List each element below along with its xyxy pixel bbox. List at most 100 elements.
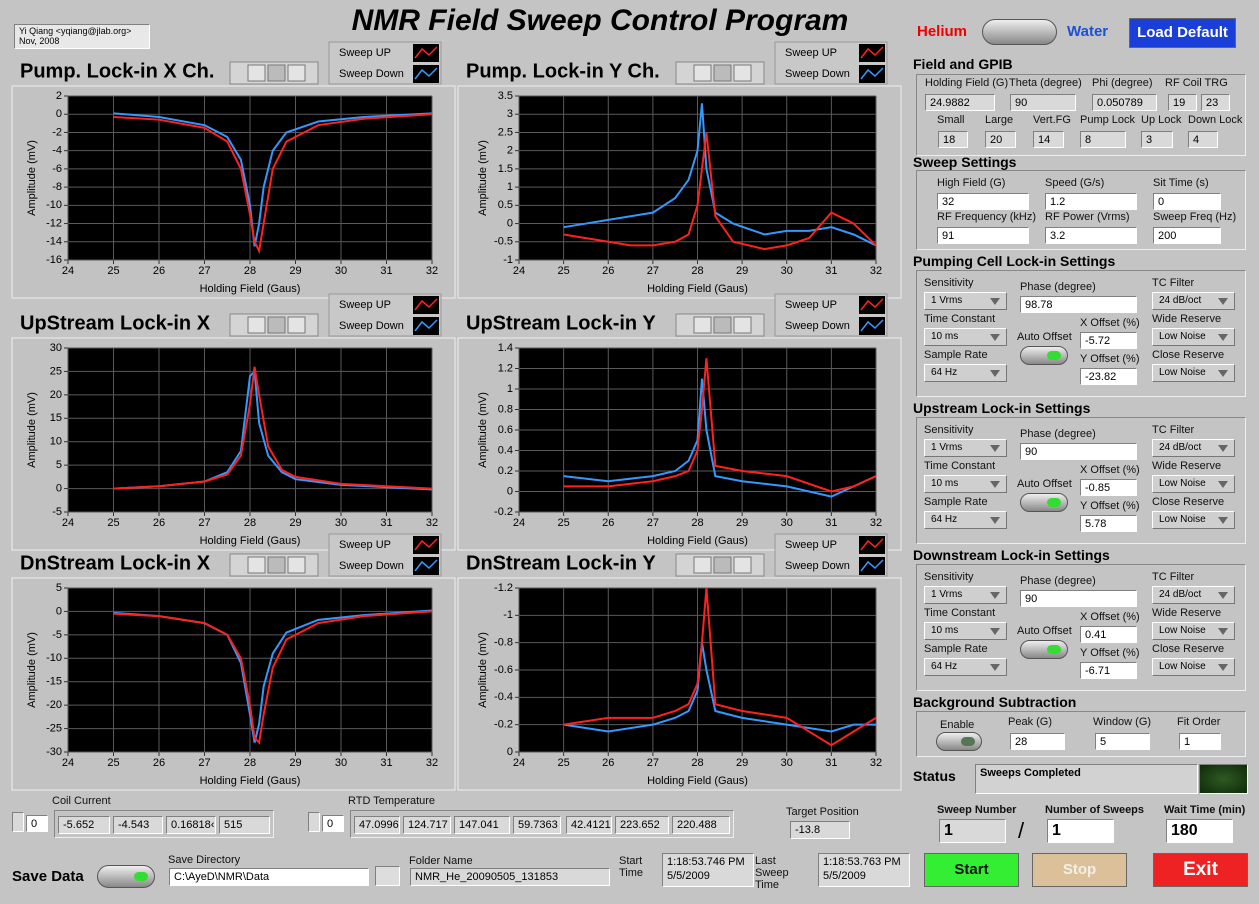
dropdown[interactable]: 1 Vrms (924, 439, 1007, 457)
enable-toggle[interactable] (936, 732, 982, 751)
y-tick-label: 3.5 (498, 90, 513, 102)
field-control[interactable]: 90 (1020, 590, 1137, 607)
legend-label: Sweep Down (339, 320, 404, 332)
field-label: Phase (degree) (1020, 575, 1096, 587)
x-tick-label: 31 (380, 265, 392, 277)
field-control[interactable]: -5.72 (1080, 332, 1137, 349)
y-tick-label: -6 (52, 163, 62, 175)
mode-switch[interactable] (982, 19, 1057, 45)
field-control[interactable]: 3.2 (1045, 227, 1137, 244)
button-2[interactable]: Exit (1153, 853, 1248, 887)
dropdown[interactable]: 24 dB/oct (1152, 586, 1235, 604)
save-toggle[interactable] (97, 865, 155, 888)
dropdown[interactable]: 64 Hz (924, 364, 1007, 382)
field-control[interactable]: 1.2 (1045, 193, 1137, 210)
dropdown[interactable]: 10 ms (924, 328, 1007, 346)
dropdown[interactable]: 1 Vrms (924, 292, 1007, 310)
series-line (563, 587, 877, 747)
index-spinner[interactable] (12, 812, 24, 832)
field-control[interactable]: -0.85 (1080, 479, 1137, 496)
field-control[interactable]: 5.78 (1080, 515, 1137, 532)
x-tick-label: 31 (825, 757, 837, 769)
dropdown[interactable]: 64 Hz (924, 658, 1007, 676)
field-label: Sit Time (s) (1153, 177, 1209, 189)
counter-value[interactable]: 180 (1166, 819, 1233, 843)
auto-offset-toggle[interactable] (1020, 493, 1068, 512)
auto-offset-toggle[interactable] (1020, 640, 1068, 659)
auto-offset-toggle[interactable] (1020, 346, 1068, 365)
tool-button (267, 316, 286, 334)
graph-title: Pump. Lock-in Y Ch. (466, 60, 660, 82)
array-value: 147.041 (454, 816, 510, 834)
legend-label: Sweep Down (785, 68, 850, 80)
save-directory[interactable]: C:\AyeD\NMR\Data (169, 868, 369, 886)
field-label: TC Filter (1152, 571, 1195, 583)
y-tick-label: 1.4 (498, 342, 513, 354)
dropdown[interactable]: 10 ms (924, 622, 1007, 640)
counter-value[interactable]: 1 (1047, 819, 1114, 843)
dropdown[interactable]: Low Noise (1152, 475, 1235, 493)
dropdown[interactable]: 10 ms (924, 475, 1007, 493)
y-tick-label: 0.4 (498, 444, 513, 456)
dropdown[interactable]: Low Noise (1152, 364, 1235, 382)
array-index[interactable]: 0 (322, 815, 344, 832)
field-control[interactable]: 98.78 (1020, 296, 1137, 313)
dropdown[interactable]: Low Noise (1152, 511, 1235, 529)
field-control[interactable]: 32 (937, 193, 1029, 210)
y-tick-label: 3 (507, 108, 513, 120)
field-control[interactable]: 5 (1095, 733, 1150, 750)
time-text: 5/5/2009 (823, 870, 866, 882)
x-tick-label: 27 (647, 757, 659, 769)
button-1[interactable]: Stop (1032, 853, 1127, 887)
dropdown-arrow (1218, 517, 1228, 524)
field-label: Up Lock (1141, 114, 1182, 126)
dropdown[interactable]: Low Noise (1152, 328, 1235, 346)
field-control[interactable]: 91 (937, 227, 1029, 244)
x-tick-label: 31 (380, 757, 392, 769)
dropdown[interactable]: 1 Vrms (924, 586, 1007, 604)
y-tick-label: 1.5 (498, 163, 513, 175)
dropdown[interactable]: Low Noise (1152, 622, 1235, 640)
legend-swatch (860, 298, 884, 311)
y-tick-label: -25 (46, 722, 62, 734)
dropdown[interactable]: 24 dB/oct (1152, 439, 1235, 457)
legend-swatch (860, 559, 884, 572)
field-label: Target Position (786, 806, 859, 818)
series-line (563, 103, 877, 247)
field-control[interactable]: -6.71 (1080, 662, 1137, 679)
load-default-button[interactable]: Load Default (1129, 18, 1236, 48)
field-control[interactable]: 28 (1010, 733, 1065, 750)
x-tick-label: 29 (736, 517, 748, 529)
legend-swatch (860, 538, 884, 551)
graph-title: DnStream Lock-in Y (466, 552, 656, 574)
field-label: Close Reserve (1152, 643, 1225, 655)
field-control[interactable]: 90 (1020, 443, 1137, 460)
y-tick-label: -15 (46, 676, 62, 688)
y-tick-label: 5 (56, 582, 62, 594)
x-tick-label: 27 (647, 517, 659, 529)
field-value: 18 (938, 131, 968, 148)
dropdown[interactable]: 24 dB/oct (1152, 292, 1235, 310)
x-tick-label: 30 (335, 757, 347, 769)
dropdown[interactable]: 64 Hz (924, 511, 1007, 529)
field-control[interactable]: 0.41 (1080, 626, 1137, 643)
array-value: 0.16818‹ (166, 816, 216, 834)
legend-label: Sweep UP (785, 47, 837, 59)
legend-swatch (414, 559, 438, 572)
field-control[interactable]: -23.82 (1080, 368, 1137, 385)
field-control[interactable]: 1 (1179, 733, 1221, 750)
field-label: Fit Order (1177, 716, 1221, 728)
x-tick-label: 27 (198, 757, 210, 769)
field-control[interactable]: 200 (1153, 227, 1221, 244)
legend-label: Sweep Down (785, 560, 850, 572)
y-tick-label: 5 (56, 459, 62, 471)
y-tick-label: -14 (46, 236, 62, 248)
index-spinner[interactable] (308, 812, 320, 832)
field-control[interactable]: 0 (1153, 193, 1221, 210)
browse-button[interactable] (375, 866, 400, 886)
button-0[interactable]: Start (924, 853, 1019, 887)
field-label: Small (937, 114, 965, 126)
array-index[interactable]: 0 (26, 815, 48, 832)
dropdown[interactable]: Low Noise (1152, 658, 1235, 676)
